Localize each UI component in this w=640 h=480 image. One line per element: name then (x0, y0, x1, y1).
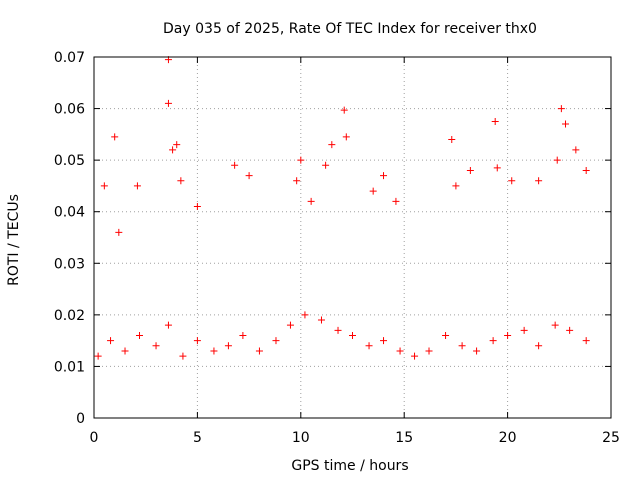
data-point (442, 331, 450, 339)
data-point (473, 347, 481, 355)
x-axis-label: GPS time / hours (291, 458, 408, 474)
plot-frame (93, 56, 612, 419)
data-point (349, 331, 356, 339)
y-tick-label: 0.03 (54, 256, 85, 272)
y-tick-label: 0 (76, 411, 85, 427)
x-tick-label: 20 (499, 430, 517, 446)
data-point (425, 347, 433, 355)
data-point (121, 347, 129, 355)
data-point (535, 177, 543, 185)
data-point (94, 352, 102, 360)
data-point (210, 347, 218, 355)
data-point (369, 187, 377, 195)
data-points (94, 56, 590, 360)
data-point (245, 172, 253, 180)
data-point (551, 321, 559, 329)
data-point (380, 337, 388, 345)
chart-title: Day 035 of 2025, Rate Of TEC Index for r… (163, 21, 537, 37)
data-point (255, 347, 263, 355)
data-point (231, 161, 239, 169)
data-point (133, 182, 141, 190)
data-point (365, 342, 373, 350)
data-point (489, 337, 497, 345)
data-point (562, 120, 570, 128)
data-point (466, 166, 474, 174)
data-point (135, 331, 143, 339)
data-point (553, 156, 561, 164)
data-point (301, 311, 309, 319)
data-point (293, 177, 301, 185)
data-point (380, 172, 388, 180)
data-point (411, 352, 419, 360)
data-point (173, 141, 181, 149)
data-point (340, 106, 348, 114)
data-point (493, 164, 501, 172)
data-point (272, 337, 280, 345)
axis-ticks: 0 5 10 15 20 25 0 0.01 0.02 0.03 0.04 0.05 0.06 0.07 (54, 50, 620, 446)
data-point (504, 331, 512, 339)
y-tick-label: 0.01 (54, 359, 85, 375)
data-point (164, 321, 172, 329)
x-tick-label: 25 (602, 430, 620, 446)
data-point (582, 166, 590, 174)
data-point (100, 182, 108, 190)
data-point (392, 197, 400, 205)
x-tick-label: 5 (193, 430, 202, 446)
data-point (115, 228, 123, 236)
y-tick-label: 0.07 (54, 50, 85, 66)
y-axis-label: ROTI / TECUs (6, 194, 22, 286)
y-tick-label: 0.05 (54, 153, 85, 169)
y-tick-label: 0.06 (54, 102, 85, 118)
data-point (342, 133, 350, 141)
data-point (535, 342, 543, 350)
data-point (582, 337, 590, 345)
data-point (179, 352, 187, 360)
data-point (193, 203, 201, 211)
data-point (164, 99, 172, 107)
data-point (111, 133, 119, 141)
data-point (107, 337, 115, 345)
data-point (566, 326, 574, 334)
data-point (572, 146, 580, 154)
data-point (239, 331, 247, 339)
data-point (286, 321, 294, 329)
data-point (152, 342, 160, 350)
data-point (452, 182, 460, 190)
x-tick-label: 10 (292, 430, 310, 446)
data-point (334, 326, 342, 334)
data-point (193, 337, 201, 345)
data-point (557, 105, 565, 113)
data-point (448, 136, 456, 144)
data-point (520, 326, 528, 334)
data-point (458, 342, 466, 350)
y-tick-label: 0.04 (54, 205, 85, 221)
data-point (307, 197, 315, 205)
data-point (491, 117, 499, 125)
data-point (177, 177, 185, 185)
data-point (322, 161, 330, 169)
data-point (508, 177, 516, 185)
data-point (396, 347, 404, 355)
grid-lines (94, 57, 611, 418)
y-tick-label: 0.02 (54, 308, 85, 324)
x-tick-label: 15 (395, 430, 413, 446)
data-point (297, 156, 305, 164)
data-point (317, 316, 325, 324)
data-point (328, 141, 336, 149)
data-point (224, 342, 232, 350)
x-tick-label: 0 (90, 430, 99, 446)
data-point (169, 146, 177, 154)
